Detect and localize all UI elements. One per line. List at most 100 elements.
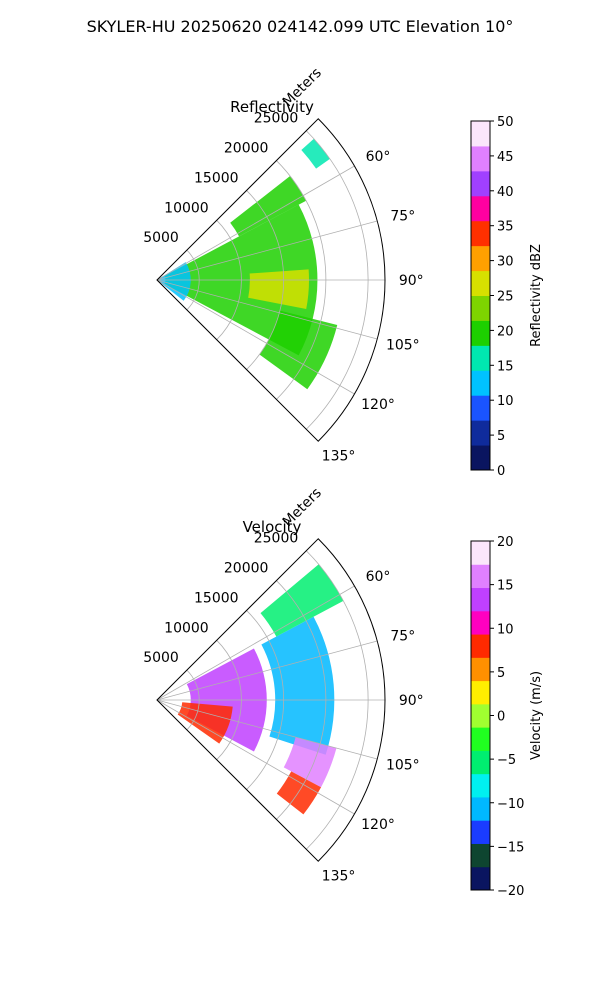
theta-tick-label: 90° [399,693,424,709]
colorbar-tick-label: 20 [497,324,514,339]
radial-tick-label: 15000 [194,590,239,606]
figure-title: SKYLER-HU 20250620 024142.099 UTC Elevat… [87,17,514,36]
echo-region-3 [260,564,344,637]
colorbar-swatch [471,634,490,658]
theta-tick-label: 75° [390,209,415,225]
theta-tick-label: 75° [390,629,415,645]
colorbar-swatch [471,727,490,751]
panel-title: Reflectivity [230,98,314,116]
colorbar-swatch [471,750,490,775]
colorbar-swatch [471,680,490,705]
colorbar-swatch [471,220,490,247]
sector-frame [156,538,386,862]
colorbar-swatch [471,195,490,222]
colorbar-tick-label: 35 [497,220,514,235]
theta-tick-label: 60° [366,569,391,585]
colorbar-tick-label: 0 [497,710,505,725]
radial-tick-label: 5000 [143,650,179,666]
theta-tick-label: 105° [386,337,420,353]
echo-region-2 [177,702,233,744]
colorbar-label: Velocity (m/s) [529,671,544,760]
colorbar-swatch [471,395,490,421]
panel-title: Velocity [243,518,302,536]
echo-region-0 [261,616,335,755]
colorbar-swatch [471,145,490,172]
colorbar-tick-label: −20 [497,884,524,899]
radial-tick-label: 20000 [224,141,269,157]
colorbar-tick-label: 10 [497,394,514,409]
theta-gridline [156,699,378,760]
echo-region-3 [259,310,338,390]
colorbar-label: Reflectivity dBZ [529,244,544,347]
colorbar-tick-label: 5 [497,429,505,444]
radial-tick-label: 10000 [164,200,209,216]
theta-tick-label: 120° [361,397,395,413]
theta-tick-label: 135° [322,869,356,885]
colorbar-swatch [471,703,490,728]
radial-tick-label: 25000 [254,111,299,127]
theta-gridline [156,279,355,395]
echo-region-4 [157,262,191,301]
colorbar-tick-label: 0 [497,464,505,479]
colorbar-swatch [471,445,490,471]
colorbar-tick-label: 10 [497,622,514,637]
colorbar-tick-label: −15 [497,840,524,855]
colorbar-tick-label: 15 [497,359,514,374]
echo-region-5 [276,771,322,815]
colorbar-swatch [471,370,490,396]
colorbar-swatch [471,610,490,635]
range-gridline [216,640,242,760]
range-gridline [276,160,327,400]
colorbar-swatch [471,773,490,798]
colorbar-swatch [471,820,490,844]
colorbar-tick-label: 20 [497,535,514,550]
colorbar-tick-label: 15 [497,579,514,594]
colorbar-swatch [471,170,490,197]
colorbar-swatch [471,866,490,891]
theta-gridline [156,640,378,701]
colorbar-tick-label: 5 [497,666,505,681]
colorbar-swatch [471,420,490,446]
colorbar-tick-label: −5 [497,753,516,768]
theta-gridline [156,220,378,281]
radial-tick-label: 10000 [164,620,209,636]
theta-gridline [156,165,355,281]
range-gridline [305,550,369,850]
colorbar-swatch [471,541,490,565]
radial-tick-label: 15000 [194,170,239,186]
colorbar-swatch [471,587,490,612]
theta-gridline [156,279,378,340]
radial-tick-label: 5000 [143,230,179,246]
colorbar-swatch [471,657,490,682]
colorbar-tick-label: 30 [497,255,514,270]
theta-tick-label: 105° [386,757,420,773]
colorbar-swatch [471,121,490,147]
colorbar-tick-label: 50 [497,115,514,130]
range-gridline [246,190,285,370]
colorbar-swatch [471,245,490,272]
theta-tick-label: 90° [399,273,424,289]
range-gridline [246,610,285,790]
range-gridline [216,220,242,340]
echo-region-2 [230,176,307,237]
colorbar-swatch [471,796,490,821]
colorbar-tick-label: 45 [497,150,514,165]
colorbar-swatch [471,270,490,296]
theta-tick-label: 60° [366,149,391,165]
colorbar-swatch [471,320,490,346]
colorbar-swatch [471,564,490,589]
theta-gridline [156,699,355,815]
colorbar-tick-label: 25 [497,290,514,305]
colorbar-swatch [471,843,490,868]
radial-axis-label: Meters [280,485,325,530]
reflectivity-panel: Reflectivity500010000150002000025000Mete… [143,65,544,479]
echo-region-4 [283,737,337,788]
radial-tick-label: 20000 [224,561,269,577]
radial-tick-label: 25000 [254,531,299,547]
colorbar-swatch [471,295,490,321]
sector-frame [156,118,386,442]
theta-tick-label: 120° [361,817,395,833]
echo-region-1 [248,269,309,310]
